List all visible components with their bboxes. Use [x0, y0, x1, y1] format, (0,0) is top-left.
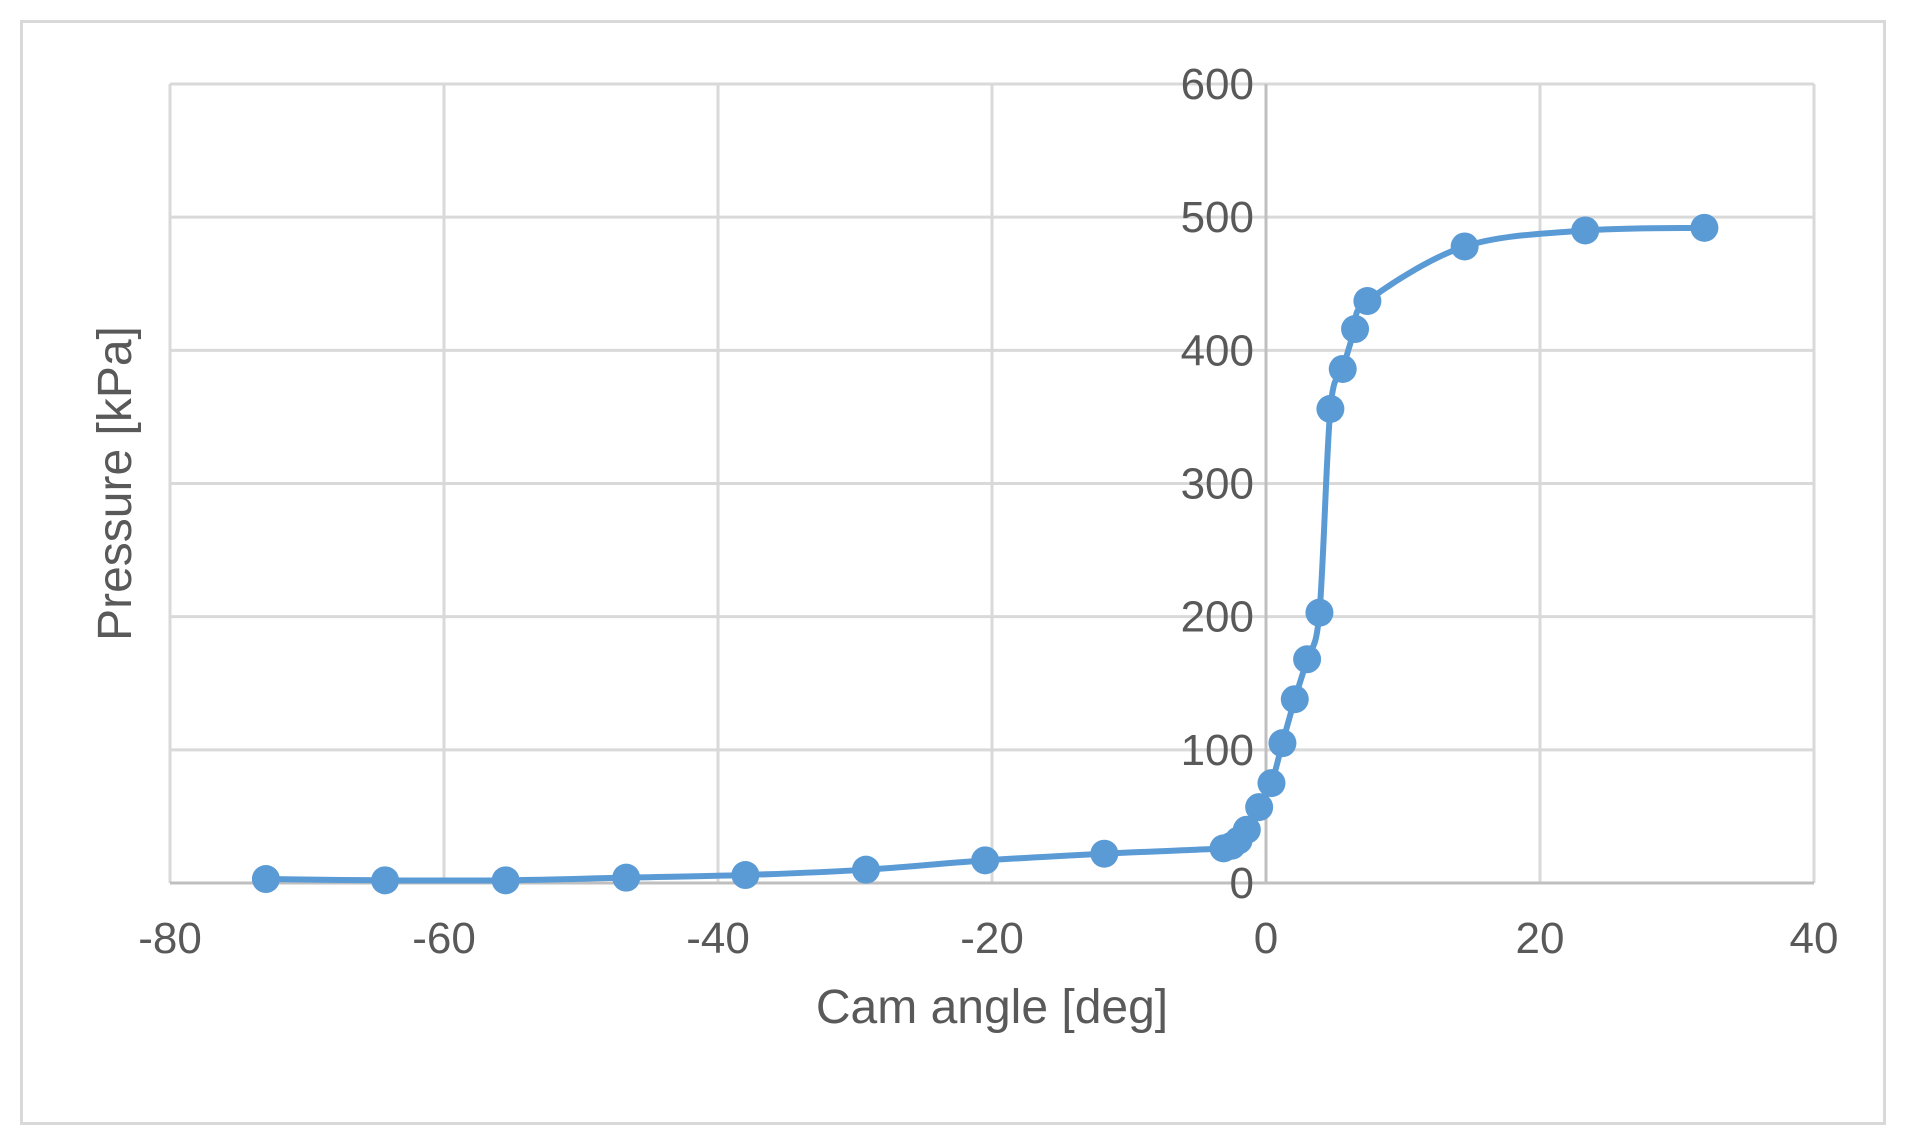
y-tick-label: 100	[1181, 726, 1254, 775]
x-tick-label: 20	[1516, 914, 1565, 963]
data-point	[1280, 685, 1309, 714]
x-tick-label: -80	[138, 914, 202, 963]
x-tick-label: -40	[686, 914, 750, 963]
y-tick-label: 200	[1181, 593, 1254, 642]
data-point	[851, 855, 880, 884]
y-tick-label: 300	[1181, 460, 1254, 509]
data-point	[1316, 394, 1345, 423]
x-tick-label: -60	[412, 914, 476, 963]
data-point	[731, 861, 760, 890]
series-points-group	[251, 213, 1719, 895]
x-axis-title: Cam angle [deg]	[816, 981, 1168, 1034]
y-tick-label: 500	[1181, 193, 1254, 242]
data-point	[491, 866, 520, 895]
data-point	[1257, 769, 1286, 798]
data-point	[1341, 315, 1370, 344]
y-axis-title: Pressure [kPa]	[89, 326, 142, 641]
data-point	[1293, 645, 1322, 674]
data-point	[971, 846, 1000, 875]
data-point	[251, 865, 280, 894]
data-point	[1232, 815, 1261, 844]
series-line-group	[265, 224, 1705, 884]
data-point	[1268, 729, 1297, 758]
chart-area: -80 -60 -40 -20 0 20 40 0 100 200 300 400 500 600 Cam…	[20, 20, 1886, 1125]
data-point	[612, 863, 641, 892]
gridlines	[168, 82, 1816, 885]
x-tick-label: -20	[960, 914, 1024, 963]
y-tick-label: 0	[1230, 859, 1254, 908]
data-point	[1328, 354, 1357, 383]
series-line	[265, 224, 1705, 884]
data-point	[371, 866, 400, 895]
x-tick-label: 40	[1790, 914, 1839, 963]
data-point	[1090, 839, 1119, 868]
y-tick-label: 400	[1181, 326, 1254, 375]
data-point	[1450, 232, 1479, 261]
x-tick-label: 0	[1254, 914, 1278, 963]
data-point	[1353, 287, 1382, 316]
y-tick-label: 600	[1181, 60, 1254, 109]
data-point	[1245, 793, 1274, 822]
data-point	[1571, 216, 1600, 245]
data-point	[1305, 598, 1334, 627]
data-point	[1690, 213, 1719, 242]
